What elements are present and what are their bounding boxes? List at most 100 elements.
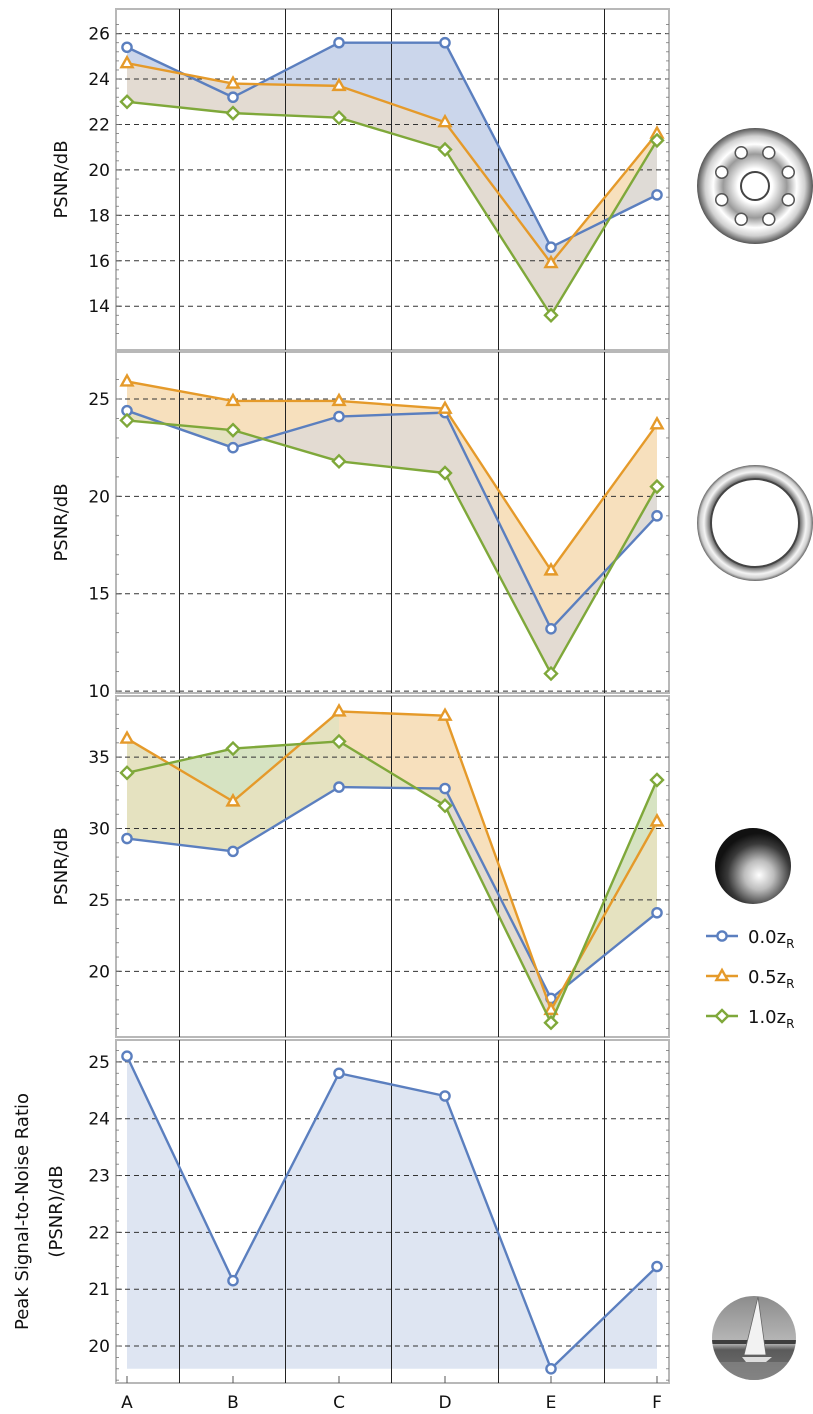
y-tick-label: 15 — [88, 585, 110, 605]
data-point-orange — [649, 812, 665, 827]
series-line-orange — [126, 61, 658, 265]
data-point-green — [543, 665, 559, 682]
y-tick-label: 26 — [88, 25, 110, 45]
legend-label-orange: 0.5zR — [748, 967, 794, 991]
x-tick-label: B — [227, 1393, 239, 1413]
data-point-orange — [543, 561, 559, 576]
data-point-green — [331, 453, 347, 470]
data-point-blue — [227, 441, 239, 454]
panel-1: 14 16 18 20 22 24 26 PSNR/dB — [51, 8, 670, 351]
data-point-blue — [333, 36, 345, 49]
data-point-orange — [437, 113, 453, 128]
data-point-blue — [439, 1090, 451, 1102]
y-tick-label: 10 — [88, 682, 110, 702]
legend-marker-green — [714, 1008, 730, 1024]
series-line-blue — [126, 409, 658, 630]
y-tick-label: 20 — [88, 1337, 110, 1357]
data-point-green — [437, 465, 453, 481]
data-point-blue — [333, 1067, 345, 1080]
data-point-orange — [331, 392, 347, 407]
data-point-green — [331, 733, 347, 750]
y-axis-label: Peak Signal-to-Noise Ratio — [12, 1093, 33, 1330]
data-point-blue — [651, 906, 663, 919]
data-point-green — [649, 478, 665, 495]
data-point-orange — [543, 254, 559, 269]
x-tick-label: E — [546, 1393, 557, 1413]
series-line-orange — [126, 380, 658, 572]
y-tick-label: 14 — [88, 297, 110, 317]
data-point-orange — [119, 730, 135, 744]
series-line-blue — [125, 1055, 658, 1370]
data-point-blue — [439, 782, 451, 795]
data-point-blue — [227, 91, 239, 104]
data-point-blue — [545, 241, 557, 253]
y-tick-label: 20 — [88, 962, 110, 982]
series-line-green — [126, 419, 659, 675]
sailboat-photo-icon — [712, 1296, 796, 1380]
y-tick-label: 23 — [88, 1167, 110, 1187]
panel-3: 20 25 30 35 PSNR/dB — [51, 695, 670, 1038]
data-point-green — [331, 109, 347, 126]
y-tick-label: 21 — [88, 1280, 110, 1300]
data-point-green — [437, 797, 453, 814]
y-tick-label: 25 — [88, 390, 110, 410]
panel-frame — [115, 8, 670, 351]
y-tick-label: 25 — [88, 891, 110, 911]
y-tick-label: 22 — [88, 115, 110, 135]
data-point-orange — [225, 792, 241, 807]
data-point-blue — [651, 1260, 663, 1273]
y-axis-label: PSNR/dB — [51, 827, 72, 905]
y-tick-label: 22 — [88, 1223, 110, 1243]
ring-icon — [697, 465, 813, 581]
y-tick-label: 24 — [88, 70, 110, 90]
panel-frame — [115, 351, 670, 694]
legend-label-blue: 0.0zR — [748, 927, 794, 951]
y-axis-label: PSNR/dB — [51, 483, 72, 561]
data-point-orange — [437, 400, 453, 414]
gaussian-disk-icon — [715, 828, 791, 904]
series-line-green — [126, 740, 659, 1024]
data-point-green — [225, 105, 241, 121]
ring-with-holes-icon — [697, 128, 813, 244]
data-point-green — [437, 141, 453, 158]
data-point-green — [119, 412, 135, 429]
y-axis-label: PSNR/dB — [51, 140, 72, 218]
y-tick-label: 35 — [88, 748, 110, 768]
data-point-green — [649, 772, 665, 788]
y-tick-label: 24 — [88, 1110, 110, 1130]
panel-2: 10 15 20 25 PSNR/dB — [51, 351, 670, 702]
data-point-blue — [121, 41, 133, 54]
y-tick-label: 25 — [88, 1053, 110, 1073]
x-tick-label: A — [121, 1393, 133, 1413]
y-tick-label: 18 — [88, 206, 110, 226]
legend-label-subscript: R — [786, 977, 794, 991]
data-point-green — [543, 1015, 559, 1031]
data-point-orange — [649, 415, 665, 430]
data-point-orange — [331, 77, 347, 92]
data-point-blue — [227, 1274, 239, 1287]
data-point-orange — [119, 54, 135, 69]
y-tick-label: 30 — [88, 820, 110, 840]
series-line-orange — [126, 710, 659, 1012]
data-point-blue — [333, 410, 345, 423]
data-point-blue — [227, 845, 239, 858]
panel-frame — [115, 1039, 670, 1384]
data-point-green — [119, 94, 135, 110]
series-line-blue — [126, 41, 658, 249]
data-point-orange — [225, 392, 241, 407]
x-tick-label: D — [438, 1393, 451, 1413]
data-point-blue — [651, 510, 663, 522]
data-point-orange — [543, 1001, 559, 1016]
data-point-blue — [439, 36, 451, 49]
data-point-blue — [545, 1362, 557, 1375]
data-point-orange — [437, 707, 453, 721]
legend-label-green: 1.0zR — [748, 1007, 794, 1031]
legend-marker-blue — [716, 930, 728, 942]
legend-marker-orange — [714, 967, 730, 982]
data-point-green — [649, 132, 665, 149]
x-tick-label: C — [333, 1393, 345, 1413]
legend-label-subscript: R — [786, 1017, 794, 1031]
data-point-blue — [545, 622, 557, 635]
data-point-blue — [121, 832, 133, 845]
